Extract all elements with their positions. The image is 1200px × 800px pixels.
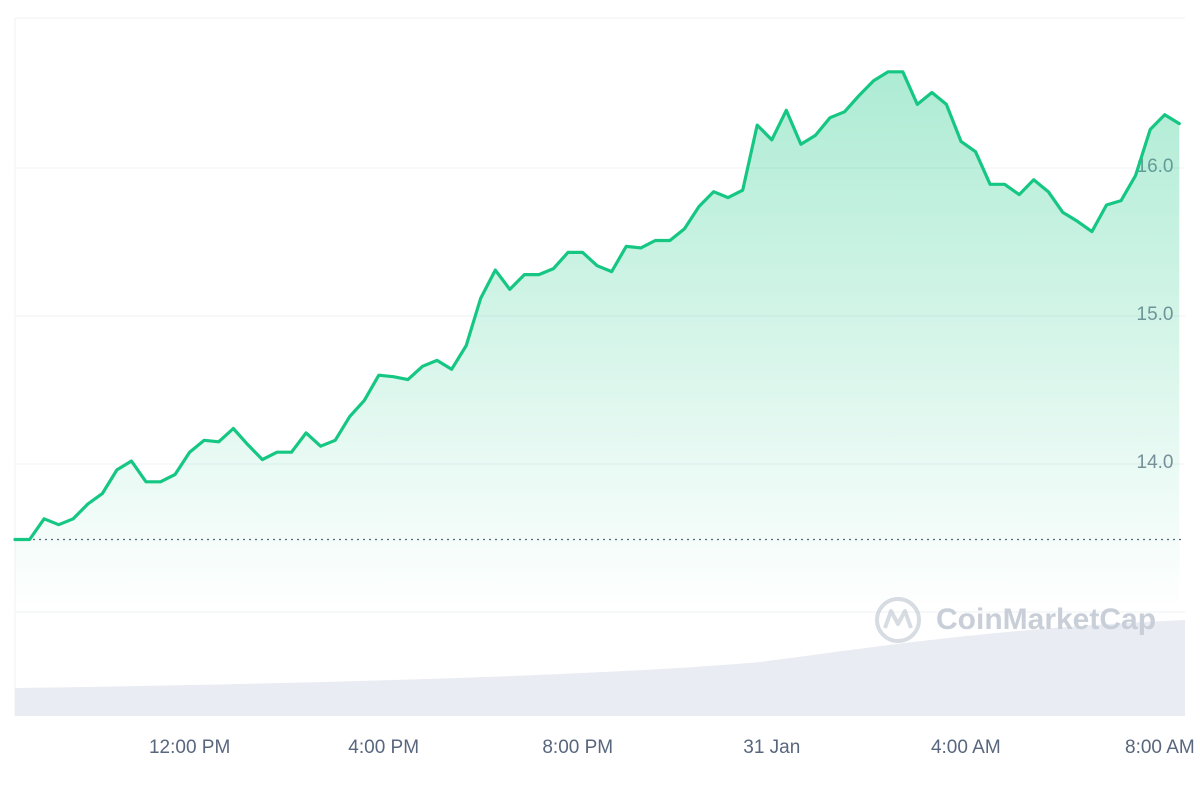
x-tick-label: 4:00 PM — [348, 737, 419, 758]
x-tick-label: 8:00 AM — [1125, 737, 1195, 758]
x-tick-label: 12:00 PM — [149, 737, 230, 758]
price-area — [15, 71, 1180, 613]
volume-area — [15, 620, 1185, 716]
price-line — [13, 70, 1181, 542]
x-tick-label: 31 Jan — [743, 737, 800, 758]
x-tick-label: 4:00 AM — [931, 737, 1001, 758]
x-tick-label: 8:00 PM — [542, 737, 613, 758]
